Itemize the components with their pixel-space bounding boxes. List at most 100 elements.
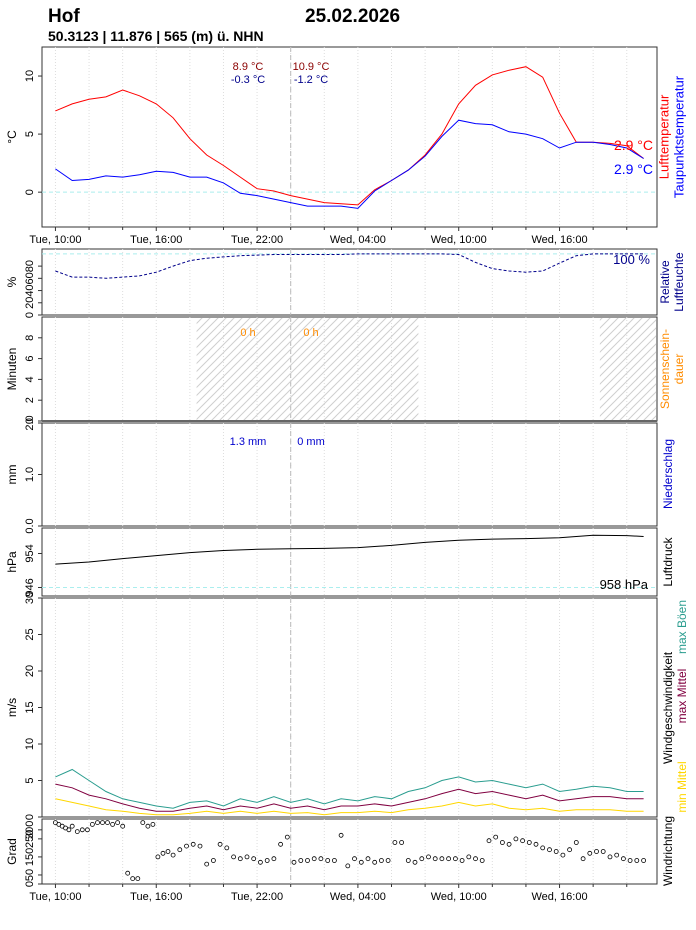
direction-point xyxy=(439,856,445,862)
direction-point xyxy=(311,856,317,862)
direction-point xyxy=(165,849,171,854)
direction-point xyxy=(358,859,364,865)
y-tick-label: 25 xyxy=(24,628,36,640)
x-tick-label: Wed, 04:00 xyxy=(330,891,386,903)
min-mean-line xyxy=(55,798,644,816)
direction-point xyxy=(600,849,606,854)
panel-frame xyxy=(41,422,658,527)
day1-min-dew: -0.3 °C xyxy=(231,74,265,86)
direction-point xyxy=(493,834,499,840)
direction-point xyxy=(100,820,105,825)
y-tick-label: 20 xyxy=(24,665,36,677)
direction-point xyxy=(217,841,223,847)
direction-point xyxy=(155,854,161,860)
precipitation-panel: 0.0 1.0 2.0 mm 1.3 mm 0 mm xyxy=(5,415,658,534)
direction-point xyxy=(573,840,579,845)
direction-point xyxy=(412,859,418,865)
dewpoint-line xyxy=(55,119,644,209)
x-tick-label: Tue, 10:00 xyxy=(29,234,81,246)
y-tick-label: 0 xyxy=(24,312,36,318)
y-tick-label: 2.0 xyxy=(24,415,36,430)
direction-point xyxy=(257,859,263,865)
y-tick-label: 150 xyxy=(24,848,36,866)
direction-point xyxy=(264,858,270,863)
y-tick-label: 60 xyxy=(24,272,36,284)
direction-point xyxy=(641,858,646,863)
direction-point xyxy=(540,845,546,851)
direction-point xyxy=(452,856,458,862)
temperature-panel: 0 5 10 °C 8.9 °C-0.3 °C 10.9 °C-1.2 °C 2.9 °C 2… xyxy=(5,46,658,228)
right-axis-label: Luftfeuchte xyxy=(672,252,686,312)
current-pressure: 958 hPa xyxy=(600,577,649,592)
panel-frame xyxy=(41,248,658,316)
direction-point xyxy=(331,858,337,863)
y-tick-label: 300 xyxy=(24,821,36,839)
direction-point xyxy=(520,838,525,844)
direction-point xyxy=(553,849,559,854)
direction-point xyxy=(120,823,126,829)
direction-point xyxy=(526,840,532,845)
direction-point xyxy=(160,850,166,856)
x-tick-label: Tue, 22:00 xyxy=(231,234,283,246)
station-coordinates: 50.3123 | 11.876 | 565 (m) ü. NHN xyxy=(48,28,264,44)
y-tick-label: 5 xyxy=(24,131,36,137)
day1-sunshine: 0 h xyxy=(240,327,255,339)
x-tick-label: Wed, 10:00 xyxy=(431,891,487,903)
x-tick-label: Tue, 16:00 xyxy=(130,234,182,246)
current-humidity: 100 % xyxy=(613,252,650,267)
panel-frame xyxy=(41,46,658,228)
y-tick-label: 250 xyxy=(24,830,36,848)
direction-point xyxy=(318,856,324,862)
sunshine-panel: 0 2 4 6 8 Minuten 0 h 0 h xyxy=(5,316,658,424)
direction-point xyxy=(459,858,465,863)
direction-point xyxy=(90,822,95,827)
pressure-panel: 946 954 hPa 958 hPa xyxy=(5,527,658,597)
direction-point xyxy=(105,820,110,825)
y-tick-label: 8 xyxy=(24,335,36,341)
direction-point xyxy=(231,854,237,860)
direction-point xyxy=(547,847,552,853)
direction-point xyxy=(627,858,633,863)
direction-point xyxy=(244,854,250,860)
right-axis-label: dauer xyxy=(672,354,686,385)
y-tick-label: 954 xyxy=(24,544,36,562)
direction-point xyxy=(513,836,519,842)
x-tick-label: Tue, 16:00 xyxy=(130,891,182,903)
y-tick-label: 50 xyxy=(24,869,36,881)
direction-point xyxy=(399,840,405,845)
current-temperature: 2.9 °C xyxy=(614,137,653,153)
direction-point xyxy=(352,856,357,862)
x-axis: Tue, 10:00 Tue, 16:00 Tue, 22:00 Wed, 04:00… xyxy=(29,884,628,903)
direction-point xyxy=(392,840,398,845)
direction-point xyxy=(345,863,351,869)
direction-point xyxy=(587,850,593,856)
y-axis-label: % xyxy=(5,276,19,287)
direction-point xyxy=(567,847,572,853)
direction-point xyxy=(278,841,284,847)
day1-precipitation: 1.3 mm xyxy=(230,436,267,448)
direction-point xyxy=(378,858,384,863)
max-mean-line xyxy=(55,783,644,812)
wind-speed-label: Windgeschwindigkeit xyxy=(661,651,675,764)
y-tick-label: 946 xyxy=(24,578,36,596)
direction-point xyxy=(486,838,492,844)
direction-point xyxy=(446,856,452,862)
direction-point xyxy=(499,840,505,845)
y-axis-label: m/s xyxy=(5,698,19,717)
direction-point xyxy=(251,856,257,862)
direction-point xyxy=(210,858,216,863)
legend-min-mean: min Mittel xyxy=(675,761,689,812)
x-tick-label: Tue, 10:00 xyxy=(29,891,81,903)
y-tick-label: 6 xyxy=(24,356,36,362)
y-tick-label: 2 xyxy=(24,397,36,403)
legend-max-gusts: max Böen xyxy=(675,600,689,654)
direction-point xyxy=(432,856,438,862)
direction-point xyxy=(130,876,136,881)
y-tick-label: 0 xyxy=(24,189,36,195)
panel-frame xyxy=(41,818,658,885)
x-tick-label: Tue, 22:00 xyxy=(231,891,283,903)
y-tick-label: 5 xyxy=(24,777,36,783)
night-shading xyxy=(196,318,419,420)
night-shading xyxy=(599,318,656,420)
